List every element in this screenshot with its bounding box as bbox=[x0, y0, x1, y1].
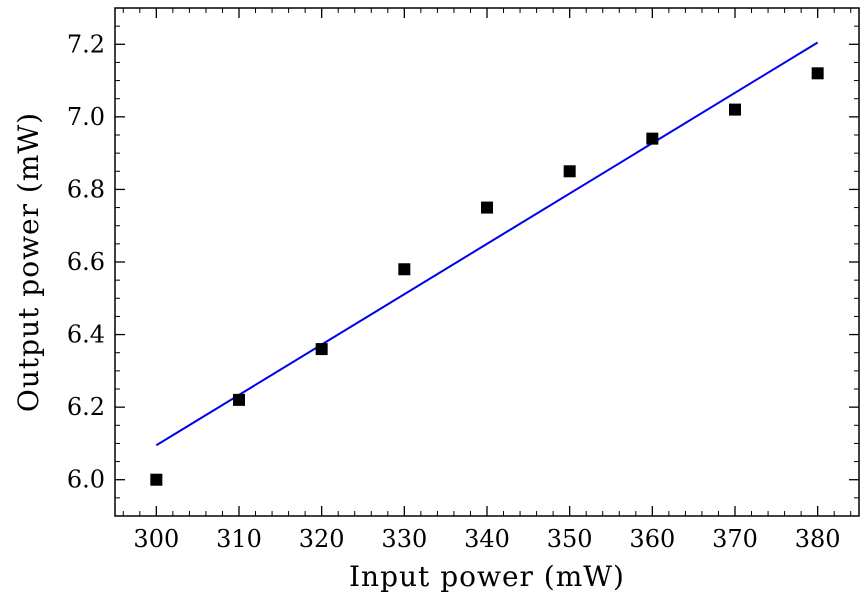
y-tick-label: 6.6 bbox=[67, 248, 105, 276]
data-point bbox=[233, 393, 245, 406]
x-tick-label: 300 bbox=[133, 525, 179, 553]
y-tick-label: 7.2 bbox=[67, 30, 105, 58]
tick-marks bbox=[115, 8, 859, 516]
y-tick-label: 6.4 bbox=[67, 321, 105, 349]
data-point bbox=[150, 473, 163, 486]
fit-line bbox=[155, 41, 819, 447]
x-tick-label: 360 bbox=[629, 525, 675, 553]
data-point bbox=[481, 201, 493, 214]
x-tick-label: 310 bbox=[216, 525, 262, 553]
data-point bbox=[729, 103, 741, 116]
x-tick-label: 320 bbox=[299, 525, 345, 553]
x-tick-label: 380 bbox=[795, 525, 841, 553]
y-tick-label: 6.2 bbox=[67, 393, 105, 421]
x-tick-label: 350 bbox=[547, 525, 593, 553]
y-axis-label: Output power (mW) bbox=[12, 112, 45, 412]
y-tick-label: 7.0 bbox=[67, 103, 105, 131]
y-tick-label: 6.8 bbox=[67, 175, 105, 203]
y-tick-labels: 6.0 6.2 6.4 6.6 6.8 7.0 7.2 bbox=[67, 30, 105, 493]
x-tick-label: 330 bbox=[381, 525, 427, 553]
x-tick-labels: 300 310 320 330 340 350 360 370 380 bbox=[133, 525, 840, 553]
x-tick-label: 370 bbox=[712, 525, 758, 553]
series-layer bbox=[150, 41, 824, 486]
data-point bbox=[398, 263, 411, 276]
data-point bbox=[811, 67, 824, 80]
data-point bbox=[563, 165, 576, 178]
y-tick-label: 6.0 bbox=[67, 466, 105, 494]
data-point bbox=[646, 132, 659, 145]
data-point bbox=[315, 343, 328, 356]
x-axis-label: Input power (mW) bbox=[349, 560, 625, 593]
x-tick-label: 340 bbox=[464, 525, 510, 553]
